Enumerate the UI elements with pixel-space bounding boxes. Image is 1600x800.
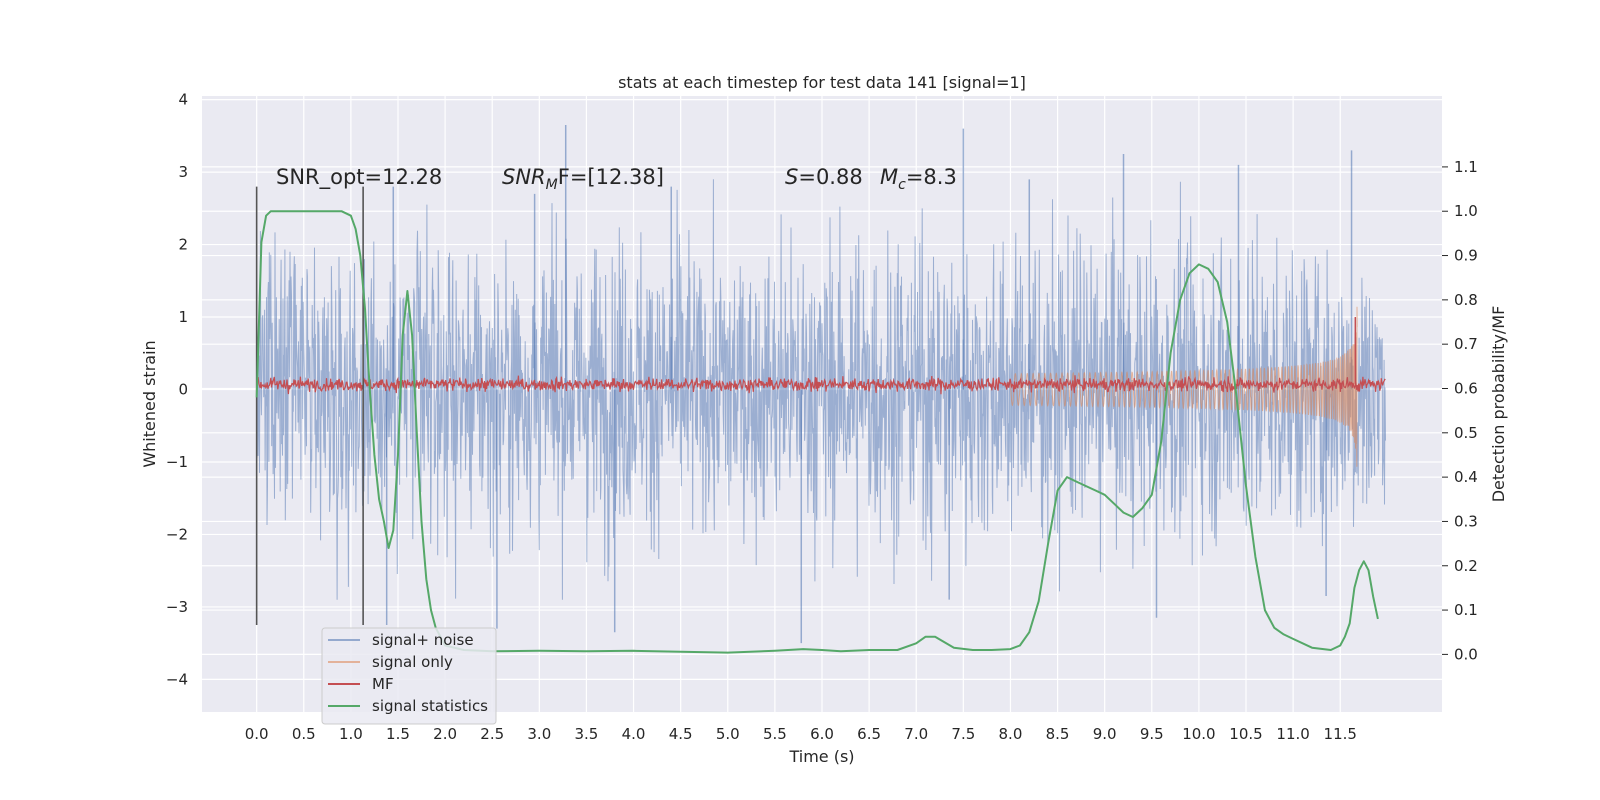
- y2-axis-label: Detection probability/MF: [1489, 306, 1508, 503]
- x-tick-label: 1.5: [386, 725, 410, 743]
- annotation-snr-mf: SNRMF=[12.38]: [502, 165, 664, 193]
- y2-tick-label: 0.8: [1454, 291, 1478, 309]
- y2-tick-label: 0.0: [1454, 645, 1478, 663]
- y2-tick-label: 0.4: [1454, 468, 1478, 486]
- legend-label-signal: signal only: [372, 653, 453, 671]
- x-tick-label: 1.0: [339, 725, 363, 743]
- x-tick-label: 8.0: [999, 725, 1023, 743]
- legend-label-noise: signal+ noise: [372, 631, 474, 649]
- window-lines: [255, 186, 364, 626]
- y2-tick-label: 0.6: [1454, 379, 1478, 397]
- y2-tick-label: 0.2: [1454, 557, 1478, 575]
- signal-statistics-series: [255, 210, 1379, 654]
- y-tick-label: 3: [178, 163, 188, 181]
- chart-title: stats at each timestep for test data 141…: [618, 73, 1026, 92]
- mf-trace: [256, 375, 1386, 395]
- x-tick-label: 10.5: [1229, 725, 1262, 743]
- x-tick-label: 3.5: [575, 725, 599, 743]
- x-tick-label: 7.5: [951, 725, 975, 743]
- y2-tick-label: 0.7: [1454, 335, 1478, 353]
- x-tick-label: 5.0: [716, 725, 740, 743]
- x-tick-label: 4.0: [622, 725, 646, 743]
- annotation-snr-opt: SNR_opt=12.28: [276, 165, 442, 190]
- x-tick-label: 11.5: [1324, 725, 1357, 743]
- y-tick-label: −1: [166, 453, 188, 471]
- x-tick-label: 0.0: [245, 725, 269, 743]
- x-tick-label: 0.5: [292, 725, 316, 743]
- x-axis-label: Time (s): [788, 747, 854, 766]
- x-tick-label: 9.0: [1093, 725, 1117, 743]
- signal-noise-series: [256, 124, 1386, 644]
- y-tick-label: 1: [178, 308, 188, 326]
- x-tick-label: 5.5: [763, 725, 787, 743]
- x-tick-labels: 0.0 0.5 1.0 1.5 2.0 2.5 3.0 3.5 4.0 4.5 5.0 5.5 6.0 6…: [245, 725, 1357, 743]
- x-tick-label: 3.0: [527, 725, 551, 743]
- x-tick-label: 2.0: [433, 725, 457, 743]
- signal-statistics-line: [255, 210, 1379, 654]
- y2-tick-labels: 0.0 0.1 0.2 0.3 0.4 0.5 0.6 0.7 0.8 0.9 1.0 1.1: [1442, 158, 1478, 663]
- x-tick-label: 7.0: [904, 725, 928, 743]
- legend-label-stat: signal statistics: [372, 697, 488, 715]
- y2-tick-label: 0.1: [1454, 601, 1478, 619]
- y-tick-labels: −4 −3 −2 −1 0 1 2 3 4: [166, 91, 188, 689]
- legend-label-mf: MF: [372, 675, 394, 693]
- y-tick-label: −3: [166, 598, 188, 616]
- x-tick-label: 4.5: [669, 725, 693, 743]
- y2-tick-label: 1.1: [1454, 158, 1478, 176]
- annotation-s: S=0.88: [785, 165, 863, 189]
- y2-tick-label: 0.3: [1454, 512, 1478, 530]
- x-tick-label: 11.0: [1276, 725, 1309, 743]
- x-tick-label: 9.5: [1140, 725, 1164, 743]
- mf-series: [256, 317, 1386, 395]
- y-tick-label: 4: [178, 91, 188, 109]
- legend-box: [321, 627, 497, 725]
- y2-tick-label: 0.5: [1454, 424, 1478, 442]
- legend: signal+ noise signal only MF signal stat…: [321, 627, 497, 725]
- signal-only-series: [1009, 306, 1358, 467]
- y-tick-label: 0: [178, 381, 188, 399]
- y-axis-label: Whitened strain: [140, 340, 159, 467]
- x-tick-label: 8.5: [1046, 725, 1070, 743]
- x-tick-label: 10.0: [1182, 725, 1215, 743]
- y-tick-label: −2: [166, 525, 188, 543]
- annotation-mc: Mc=8.3: [880, 165, 957, 193]
- y2-tick-label: 0.9: [1454, 247, 1478, 265]
- y-tick-label: 2: [178, 236, 188, 254]
- y-tick-label: −4: [166, 670, 188, 688]
- x-tick-label: 2.5: [480, 725, 504, 743]
- y2-tick-label: 1.0: [1454, 202, 1478, 220]
- signal-only-trace: [1009, 306, 1358, 467]
- x-tick-label: 6.5: [857, 725, 881, 743]
- x-tick-label: 6.0: [810, 725, 834, 743]
